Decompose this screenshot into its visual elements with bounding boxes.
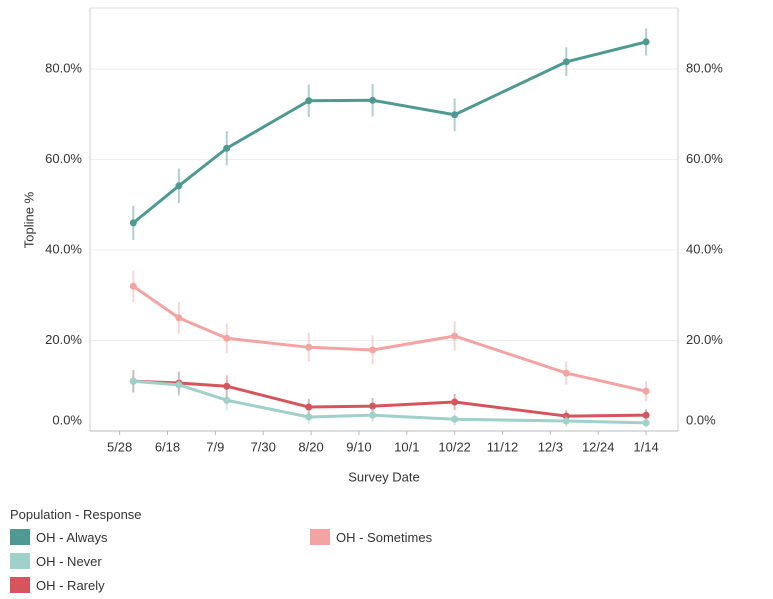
series-line: [133, 379, 647, 425]
y2-tick-label: 20.0%: [686, 332, 723, 347]
y-tick-label: 40.0%: [45, 241, 82, 256]
legend-swatch: [10, 577, 30, 593]
y-tick-label: 60.0%: [45, 151, 82, 166]
legend-swatch: [10, 553, 30, 569]
data-point: [223, 334, 231, 342]
data-point: [305, 343, 313, 351]
legend-item: OH - Always: [10, 529, 108, 545]
data-point: [223, 144, 231, 152]
data-point: [369, 402, 377, 410]
x-tick-label: 10/22: [438, 439, 471, 454]
data-point: [305, 413, 313, 421]
data-point: [175, 381, 183, 389]
x-axis-label: Survey Date: [348, 469, 420, 484]
y2-tick-label: 60.0%: [686, 151, 723, 166]
x-tick-label: 5/28: [107, 439, 132, 454]
data-point: [223, 382, 231, 390]
data-point: [642, 38, 650, 46]
series-line: [132, 284, 647, 393]
legend-item: OH - Sometimes: [310, 529, 432, 545]
data-point: [451, 398, 459, 406]
legend-item: OH - Rarely: [10, 577, 105, 593]
x-tick-label: 12/24: [582, 439, 615, 454]
data-point: [305, 97, 313, 105]
legend-item: OH - Never: [10, 553, 102, 569]
data-point: [223, 396, 231, 404]
data-point: [451, 332, 459, 340]
x-tick-label: 10/1: [394, 439, 419, 454]
x-tick-label: 7/30: [251, 439, 276, 454]
x-tick-label: 7/9: [206, 439, 224, 454]
data-point: [562, 412, 570, 420]
data-point: [369, 96, 377, 104]
y2-tick-label: 40.0%: [686, 241, 723, 256]
data-point: [175, 182, 183, 190]
data-point: [129, 219, 137, 227]
data-point: [129, 377, 137, 385]
legend-label: OH - Rarely: [36, 577, 105, 593]
y-tick-label: 0.0%: [52, 412, 82, 427]
x-tick-label: 1/14: [633, 439, 658, 454]
page: {"chart_data": {"type": "line", "x_label…: [10, 7, 724, 593]
data-point: [129, 282, 137, 290]
y-tick-label: 20.0%: [45, 332, 82, 347]
data-point: [451, 111, 459, 119]
y-axis-label: Topline %: [21, 191, 36, 248]
data-point: [369, 346, 377, 354]
legend-label: OH - Sometimes: [336, 529, 433, 545]
legend-swatch: [310, 529, 330, 545]
y2-tick-label: 80.0%: [686, 61, 723, 76]
chart: Topline % Survey Date 0.0% 0.0% 20.0% 20.0%…: [21, 7, 723, 484]
legend-swatch: [10, 529, 30, 545]
y2-tick-label: 0.0%: [686, 412, 716, 427]
series-line: [133, 379, 647, 418]
data-point: [562, 369, 570, 377]
x-tick-label: 8/20: [298, 439, 323, 454]
data-point: [642, 411, 650, 419]
data-point: [175, 314, 183, 322]
x-tick-label: 9/10: [346, 439, 371, 454]
x-tick-label: 12/3: [538, 439, 563, 454]
data-point: [305, 403, 313, 411]
legend-title: Population - Response: [10, 507, 142, 522]
data-point: [642, 387, 650, 395]
data-point: [562, 417, 570, 425]
series-line: [132, 40, 647, 225]
y-tick-label: 80.0%: [45, 61, 82, 76]
legend-label: OH - Never: [36, 553, 102, 569]
data-point: [451, 415, 459, 423]
data-point: [369, 411, 377, 419]
legend-label: OH - Always: [36, 529, 108, 545]
legend: Population - Response OH - Always OH - Ne…: [10, 505, 710, 599]
data-point: [642, 419, 650, 427]
x-tick-label: 11/12: [487, 439, 519, 454]
x-tick-label: 6/18: [155, 439, 180, 454]
data-point: [562, 58, 570, 66]
